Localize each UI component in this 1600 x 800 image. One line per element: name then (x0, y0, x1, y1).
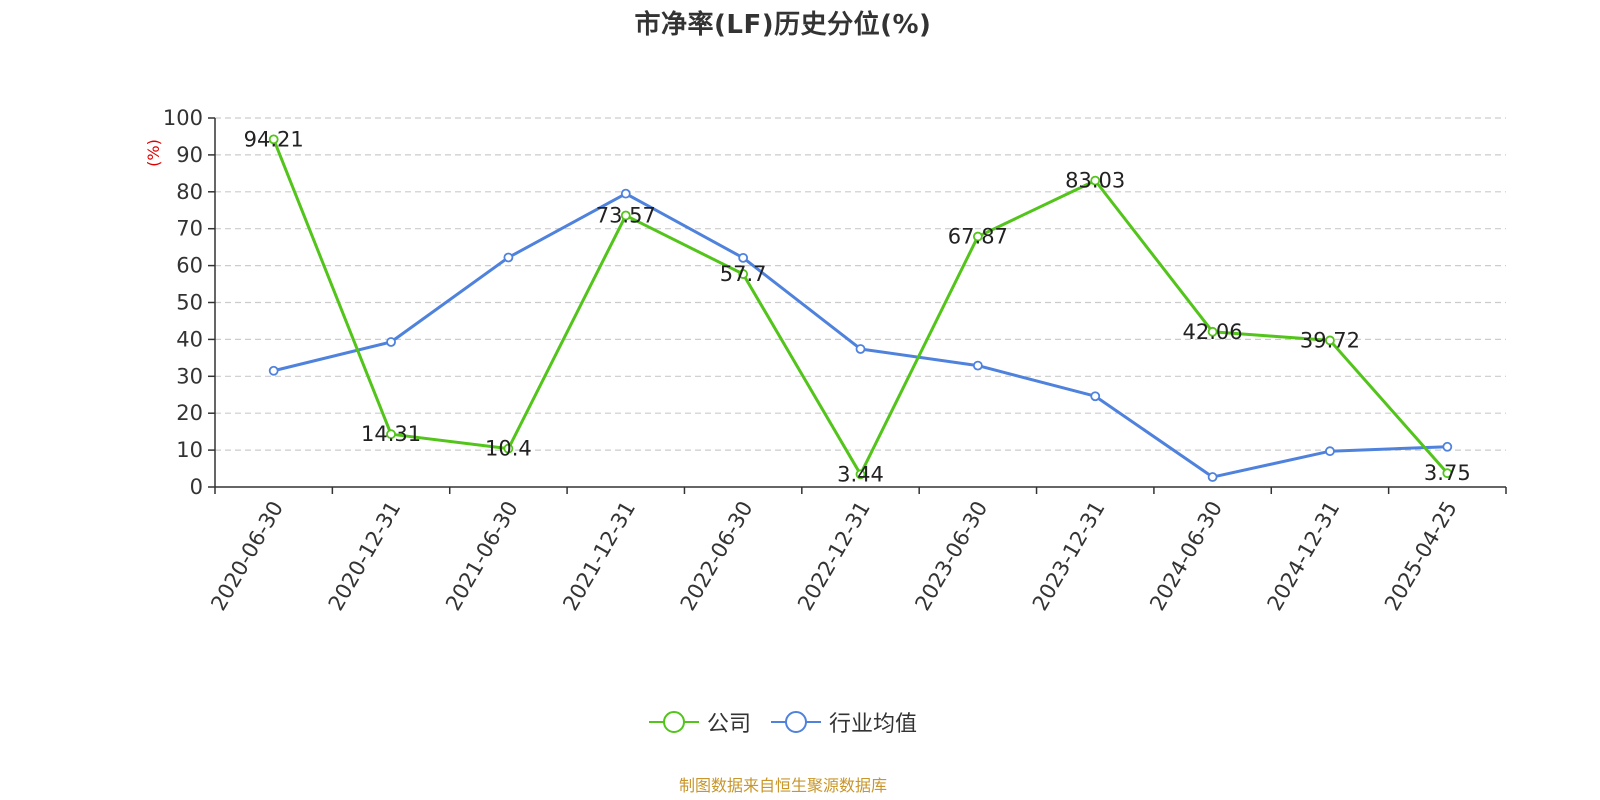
x-tick-label: 2022-12-31 (793, 497, 875, 615)
data-point-company (1090, 175, 1101, 186)
y-tick-label: 30 (176, 364, 203, 388)
data-label: 3.44 (837, 462, 884, 486)
y-tick-label: 90 (176, 143, 203, 167)
x-tick-label: 2021-06-30 (441, 497, 523, 615)
y-tick-label: 0 (190, 475, 203, 499)
data-point-company (738, 269, 749, 279)
y-tick-label: 20 (176, 401, 203, 425)
data-point-industry (1207, 472, 1218, 482)
legend-item-company[interactable]: 公司 (648, 706, 751, 738)
data-point-industry (1325, 446, 1335, 457)
y-tick-label: 70 (176, 217, 203, 241)
data-point-company (386, 429, 396, 440)
data-label: 57.7 (720, 262, 767, 286)
x-tick-label: 2023-06-30 (910, 497, 992, 615)
series-line-company (272, 138, 1449, 476)
legend-company-label: 公司 (706, 712, 751, 737)
data-label: 94.21 (244, 127, 304, 151)
grid-lines (215, 117, 1506, 451)
data-point-company (972, 231, 983, 242)
data-label: 10.4 (485, 437, 532, 461)
legend: 公司 行业均值 (0, 706, 1566, 738)
data-label: 83.03 (1065, 169, 1125, 193)
data-label: 73.57 (596, 204, 656, 228)
data-point-industry (738, 252, 749, 263)
legend-company-circle-icon (648, 711, 699, 733)
y-tick-label: 60 (176, 254, 203, 278)
source-note: 制图数据来自恒生聚源数据库 (678, 776, 887, 795)
y-axis-label: (%) (144, 139, 163, 167)
data-point-industry (503, 252, 514, 263)
data-point-company (620, 210, 631, 221)
data-label: 67.87 (948, 225, 1008, 249)
data-point-industry (268, 365, 279, 376)
data-point-company (1207, 326, 1218, 337)
data-point-company (503, 443, 514, 454)
data-label: 14.31 (361, 422, 421, 446)
data-labels: 94.21 14.31 10.4 73.57 57.7 3.44 67.87 83.03 42.… (244, 127, 1471, 486)
x-tick-label: 2020-06-30 (206, 497, 288, 615)
data-point-industry (855, 344, 866, 354)
x-tick-label: 2025-04-25 (1380, 497, 1462, 615)
data-label: 39.72 (1300, 328, 1360, 352)
x-tick-label: 2024-06-30 (1145, 497, 1227, 615)
data-point-industry (972, 360, 983, 371)
x-tick-label: 2020-12-31 (324, 497, 406, 615)
y-tick-label: 80 (176, 180, 203, 204)
legend-industry-circle-icon (771, 711, 821, 733)
y-tick-label: 10 (176, 438, 203, 462)
y-tick-label: 40 (176, 327, 203, 351)
series-lines (268, 134, 1453, 482)
data-point-industry (1090, 391, 1101, 402)
data-point-company (1442, 468, 1453, 479)
data-label: 42.06 (1183, 320, 1243, 344)
x-tick-label: 2024-12-31 (1263, 497, 1345, 615)
x-tick-label: 2023-12-31 (1028, 497, 1110, 615)
data-point-company (1325, 335, 1335, 346)
y-tick-label: 100 (163, 106, 203, 130)
y-tick-label: 50 (176, 291, 203, 315)
data-point-industry (386, 337, 396, 347)
x-tick-label: 2021-12-31 (558, 497, 640, 615)
legend-item-industry[interactable]: 行业均值 (771, 706, 917, 738)
x-tick-label: 2022-06-30 (676, 497, 758, 615)
data-label: 3.75 (1424, 461, 1471, 485)
axes: 0 10 20 30 40 50 60 70 80 90 100(%) 2020-06-30 2020-… (144, 106, 1507, 615)
data-point-industry (620, 188, 631, 199)
data-point-company (855, 469, 866, 480)
data-point-company (268, 134, 279, 145)
data-point-industry (1442, 441, 1453, 452)
chart-title: 市净率(LF)历史分位(%) (634, 10, 932, 40)
legend-industry-label: 行业均值 (829, 712, 918, 737)
